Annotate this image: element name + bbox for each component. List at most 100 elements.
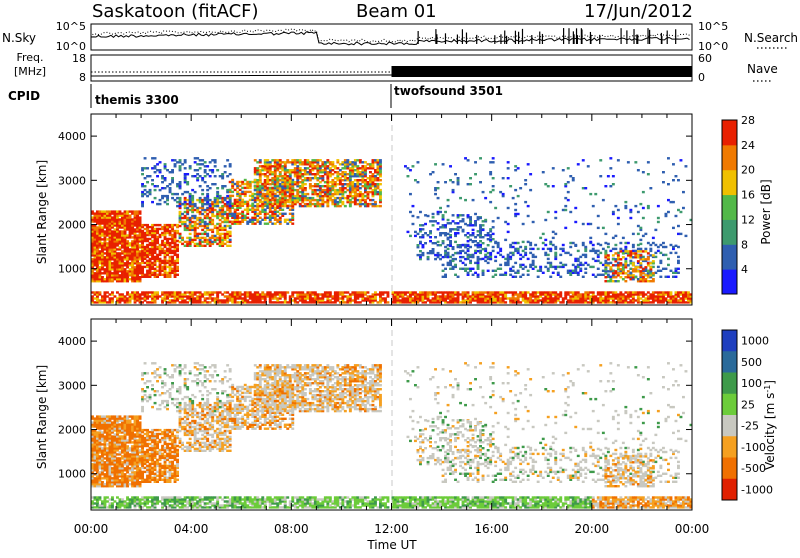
range-gate-cell <box>374 183 377 185</box>
range-gate-cell <box>499 297 502 299</box>
range-gate-cell <box>161 248 164 250</box>
range-gate-cell <box>96 210 99 212</box>
range-gate-cell <box>632 244 635 246</box>
range-gate-cell <box>291 223 294 225</box>
range-gate-cell <box>657 266 660 268</box>
range-gate-cell <box>364 195 367 197</box>
range-gate-cell <box>159 228 162 230</box>
range-gate-cell <box>129 210 132 212</box>
range-gate-cell <box>624 276 627 278</box>
range-gate-cell <box>444 232 447 234</box>
range-gate-cell <box>214 235 217 237</box>
range-gate-cell <box>199 291 202 293</box>
range-gate-cell <box>634 276 637 278</box>
range-gate-cell <box>514 189 517 191</box>
range-gate-cell <box>469 239 472 241</box>
range-gate-cell <box>432 242 435 244</box>
range-gate-cell <box>161 195 164 197</box>
freq-label-bottom: [MHz] <box>14 65 46 78</box>
range-gate-cell <box>452 248 455 250</box>
range-gate-cell <box>199 217 202 219</box>
range-gate-cell <box>554 233 557 235</box>
range-gate-cell <box>234 291 237 293</box>
range-gate-cell <box>176 230 179 232</box>
range-gate-cell <box>582 242 585 244</box>
range-gate-cell <box>372 199 375 201</box>
range-gate-cell <box>404 165 407 167</box>
range-gate-cell <box>622 256 625 258</box>
range-gate-cell <box>154 157 157 159</box>
range-gate-cell <box>589 291 592 293</box>
range-gate-cell <box>469 177 472 179</box>
range-gate-cell <box>549 276 552 278</box>
range-gate-cell <box>359 183 362 185</box>
range-gate-cell <box>224 295 227 297</box>
range-gate-cell <box>174 224 177 226</box>
range-gate-cell <box>469 260 472 262</box>
range-gate-cell <box>139 216 142 218</box>
range-gate-cell <box>547 248 550 250</box>
range-gate-cell <box>647 242 650 244</box>
range-gate-cell <box>229 205 232 207</box>
range-gate-cell <box>562 244 565 246</box>
range-gate-cell <box>639 291 642 293</box>
range-gate-cell <box>604 268 607 270</box>
range-gate-cell <box>241 187 244 189</box>
range-gate-cell <box>229 163 232 165</box>
range-gate-cell <box>469 234 472 236</box>
range-gate-cell <box>367 177 370 179</box>
range-gate-cell <box>341 183 344 185</box>
range-gate-cell <box>184 299 187 301</box>
range-gate-cell <box>489 201 492 203</box>
range-gate-cell <box>379 205 382 207</box>
range-gate-cell <box>331 295 334 297</box>
range-gate-cell <box>191 291 194 293</box>
range-gate-cell <box>474 213 477 215</box>
range-gate-cell <box>184 245 187 247</box>
range-gate-cell <box>479 231 482 233</box>
range-gate-cell <box>159 234 162 236</box>
range-gate-cell <box>99 250 102 252</box>
range-gate-cell <box>296 301 299 303</box>
range-gate-cell <box>577 264 580 266</box>
range-gate-cell <box>361 165 364 167</box>
range-gate-cell <box>139 276 142 278</box>
range-gate-cell <box>567 167 570 169</box>
range-gate-cell <box>649 266 652 268</box>
range-gate-cell <box>469 216 472 218</box>
range-gate-cell <box>176 197 179 199</box>
range-gate-cell <box>562 264 565 266</box>
range-gate-cell <box>196 227 199 229</box>
range-gate-cell <box>261 183 264 185</box>
range-gate-cell <box>534 266 537 268</box>
range-gate-cell <box>647 280 650 282</box>
range-gate-cell <box>221 205 224 207</box>
range-gate-cell <box>259 205 262 207</box>
range-gate-cell <box>209 301 212 303</box>
range-gate-cell <box>422 234 425 236</box>
range-gate-cell <box>141 183 144 185</box>
range-gate-cell <box>361 161 364 163</box>
range-gate-cell <box>504 262 507 264</box>
range-gate-cell <box>149 242 152 244</box>
range-gate-cell <box>529 264 532 266</box>
range-gate-cell <box>472 268 475 270</box>
range-gate-cell <box>124 210 127 212</box>
range-gate-cell <box>687 291 690 293</box>
range-gate-cell <box>452 214 455 216</box>
range-gate-cell <box>685 291 688 293</box>
range-gate-cell <box>614 291 617 293</box>
range-gate-cell <box>196 177 199 179</box>
range-gate-cell <box>144 291 147 293</box>
range-gate-cell <box>106 291 109 293</box>
range-gate-cell <box>269 179 272 181</box>
range-gate-cell <box>442 163 445 165</box>
range-gate-cell <box>614 280 617 282</box>
range-gate-cell <box>459 214 462 216</box>
range-gate-cell <box>537 291 540 293</box>
range-gate-cell <box>414 179 417 181</box>
range-gate-cell <box>464 258 467 260</box>
range-gate-cell <box>206 291 209 293</box>
beam-title: Beam 01 <box>356 1 437 22</box>
range-gate-cell <box>449 234 452 236</box>
